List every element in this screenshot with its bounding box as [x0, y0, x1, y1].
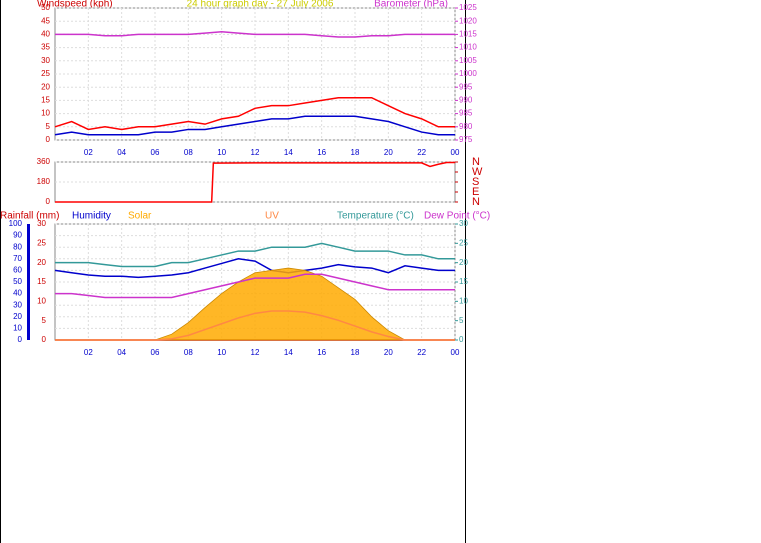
- x-tick-label: 16: [317, 348, 326, 357]
- x-tick-label: 12: [251, 348, 260, 357]
- y2-tick-label: 0: [459, 335, 464, 344]
- y-tick-label: 0: [46, 135, 51, 144]
- y2-tick-label: 10: [459, 296, 468, 305]
- y2-tick-label: N: [472, 196, 480, 208]
- y3-tick-label: 10: [37, 296, 46, 305]
- y2-tick-label: 15: [459, 277, 468, 286]
- y2-tick-label: 980: [459, 122, 473, 131]
- y2-tick-label: 20: [459, 258, 468, 267]
- y-tick-label: 15: [41, 96, 50, 105]
- y2-tick-label: 1025: [459, 3, 477, 12]
- x-tick-label: 02: [84, 348, 93, 357]
- y2-tick-label: N: [472, 156, 480, 168]
- x-tick-label: 18: [351, 348, 360, 357]
- x-tick-label: 00: [451, 348, 460, 357]
- x-tick-label: 16: [317, 148, 326, 157]
- y-tick-label: 90: [13, 231, 22, 240]
- y-tick-label: 0: [46, 197, 51, 206]
- y-tick-label: 10: [13, 324, 22, 333]
- y2-tick-label: 1005: [459, 56, 477, 65]
- y2-tick-label: 1010: [459, 43, 477, 52]
- y-tick-label: 180: [37, 177, 51, 186]
- y-tick-label: 20: [41, 82, 50, 91]
- line: [54, 258, 455, 279]
- y2-tick-label: E: [472, 186, 479, 198]
- line: [54, 115, 455, 136]
- y-tick-label: 50: [41, 3, 50, 12]
- y2-tick-label: 995: [459, 82, 473, 91]
- y-tick-label: 100: [9, 219, 23, 228]
- y-axis-title: Windspeed (kph): [37, 0, 113, 10]
- y-tick-label: 50: [13, 277, 22, 286]
- y2-tick-label: 1020: [459, 16, 477, 25]
- y2-tick-label: S: [472, 176, 479, 188]
- y2-tick-label: 1015: [459, 30, 477, 39]
- x-tick-label: 14: [284, 348, 293, 357]
- y3-tick-label: 5: [42, 316, 47, 325]
- y2-axis-title: Barometer (hPa): [374, 0, 448, 10]
- x-tick-label: 10: [217, 348, 226, 357]
- x-tick-label: 20: [384, 348, 393, 357]
- axis-bar: [27, 224, 30, 340]
- y-tick-label: 70: [13, 254, 22, 263]
- x-tick-label: 10: [217, 148, 226, 157]
- y-tick-label: 40: [41, 30, 50, 39]
- legend-entry: Humidity: [72, 211, 111, 222]
- line: [55, 242, 455, 268]
- y2-tick-label: 5: [459, 316, 464, 325]
- y2-tick-label: 25: [459, 238, 468, 247]
- y-tick-label: 5: [46, 122, 51, 131]
- legend-entry: Rainfall (mm): [0, 211, 59, 222]
- y2-tick-label: W: [472, 166, 483, 178]
- line: [55, 273, 455, 299]
- y-tick-label: 35: [41, 43, 50, 52]
- x-tick-label: 12: [251, 148, 260, 157]
- x-tick-label: 02: [84, 148, 93, 157]
- y-tick-label: 0: [18, 335, 23, 344]
- x-tick-label: 04: [117, 348, 126, 357]
- y2-tick-label: 975: [459, 135, 473, 144]
- legend-entry: Temperature (°C): [337, 211, 414, 222]
- x-tick-label: 08: [184, 148, 193, 157]
- x-tick-label: 18: [351, 148, 360, 157]
- y-tick-label: 40: [13, 289, 22, 298]
- y2-tick-label: 990: [459, 96, 473, 105]
- y3-tick-label: 20: [37, 258, 46, 267]
- y3-tick-label: 25: [37, 238, 46, 247]
- x-tick-label: 20: [384, 148, 393, 157]
- line: [54, 97, 455, 131]
- x-tick-label: 00: [451, 148, 460, 157]
- y-tick-label: 30: [13, 300, 22, 309]
- x-tick-label: 22: [417, 148, 426, 157]
- y3-tick-label: 0: [42, 335, 47, 344]
- chart-title: 24 hour graph day - 27 July 2006: [187, 0, 334, 10]
- legend-entry: UV: [265, 211, 279, 222]
- y-tick-label: 25: [41, 69, 50, 78]
- y3-tick-label: 30: [37, 219, 46, 228]
- x-tick-label: 22: [417, 348, 426, 357]
- line: [55, 310, 455, 341]
- y-tick-label: 80: [13, 242, 22, 251]
- y-tick-label: 10: [41, 109, 50, 118]
- legend-entry: Dew Point (°C): [424, 211, 490, 222]
- line: [55, 161, 455, 203]
- x-tick-label: 08: [184, 348, 193, 357]
- y-tick-label: 60: [13, 266, 22, 275]
- y2-tick-label: 1000: [459, 69, 477, 78]
- y-tick-label: 360: [37, 157, 51, 166]
- x-tick-label: 06: [151, 148, 160, 157]
- x-tick-label: 04: [117, 148, 126, 157]
- y-tick-label: 45: [41, 16, 50, 25]
- x-tick-label: 14: [284, 148, 293, 157]
- x-tick-label: 06: [151, 348, 160, 357]
- y3-tick-label: 15: [37, 277, 46, 286]
- y-tick-label: 20: [13, 312, 22, 321]
- y2-tick-label: 30: [459, 219, 468, 228]
- y2-tick-label: 985: [459, 109, 473, 118]
- y-tick-label: 30: [41, 56, 50, 65]
- legend-entry: Solar: [128, 211, 152, 222]
- line: [55, 31, 455, 38]
